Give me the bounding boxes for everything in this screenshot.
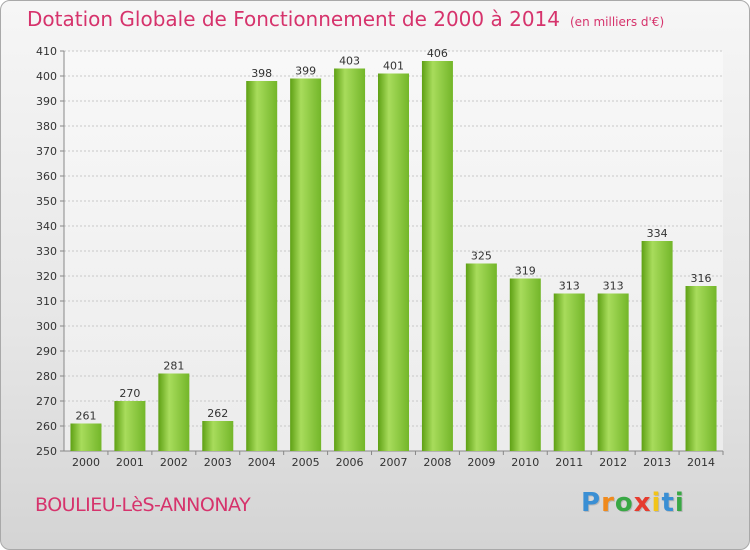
logo-letter: o: [614, 488, 634, 518]
y-tick-label: 270: [36, 395, 57, 408]
logo-letter: i: [651, 488, 662, 518]
data-label: 401: [383, 60, 404, 73]
logo-letter: t: [661, 488, 675, 518]
x-tick-label: 2012: [599, 456, 627, 469]
x-tick-label: 2008: [423, 456, 451, 469]
x-tick-label: 2010: [511, 456, 539, 469]
y-tick-label: 380: [36, 120, 57, 133]
proxiti-logo[interactable]: Proxiti: [581, 488, 685, 518]
data-label: 313: [559, 280, 580, 293]
y-tick-label: 300: [36, 320, 57, 333]
x-tick-label: 2004: [248, 456, 276, 469]
bar: [202, 421, 234, 451]
chart-title-text: Dotation Globale de Fonctionnement de 20…: [27, 7, 560, 31]
logo-letter: r: [601, 488, 615, 518]
data-label: 261: [75, 410, 96, 423]
bar: [421, 61, 453, 451]
data-label: 270: [119, 387, 140, 400]
data-label: 334: [647, 227, 668, 240]
data-label: 313: [603, 280, 624, 293]
y-tick-label: 250: [36, 445, 57, 458]
y-tick-label: 410: [36, 45, 57, 58]
x-tick-label: 2007: [380, 456, 408, 469]
x-tick-label: 2011: [555, 456, 583, 469]
y-tick-label: 400: [36, 70, 57, 83]
y-tick-label: 370: [36, 145, 57, 158]
x-tick-label: 2000: [72, 456, 100, 469]
data-label: 398: [251, 67, 272, 80]
bar: [158, 373, 190, 451]
logo-letter: P: [581, 488, 602, 518]
logo-letter: i: [674, 488, 685, 518]
y-tick-label: 310: [36, 295, 57, 308]
x-tick-label: 2005: [292, 456, 320, 469]
bar: [685, 286, 717, 451]
bar: [465, 263, 497, 451]
data-label: 316: [691, 272, 712, 285]
data-label: 399: [295, 65, 316, 78]
data-label: 262: [207, 407, 228, 420]
chart-title: Dotation Globale de Fonctionnement de 20…: [27, 7, 664, 31]
data-label: 325: [471, 250, 492, 263]
x-tick-label: 2006: [336, 456, 364, 469]
bar: [114, 401, 146, 451]
bar: [70, 423, 102, 451]
bar: [290, 78, 322, 451]
x-tick-label: 2002: [160, 456, 188, 469]
y-tick-label: 390: [36, 95, 57, 108]
bar: [509, 278, 541, 451]
x-tick-label: 2013: [643, 456, 671, 469]
y-tick-label: 360: [36, 170, 57, 183]
x-tick-label: 2003: [204, 456, 232, 469]
data-label: 319: [515, 265, 536, 278]
y-tick-label: 260: [36, 420, 57, 433]
logo-letter: x: [633, 488, 652, 518]
x-tick-label: 2014: [687, 456, 715, 469]
bar: [597, 293, 629, 451]
data-label: 406: [427, 47, 448, 60]
bar: [553, 293, 585, 451]
y-tick-label: 280: [36, 370, 57, 383]
x-tick-label: 2009: [467, 456, 495, 469]
y-tick-label: 320: [36, 270, 57, 283]
x-tick-label: 2001: [116, 456, 144, 469]
y-tick-label: 330: [36, 245, 57, 258]
bar: [378, 73, 409, 451]
chart-subtitle: (en milliers d'€): [570, 15, 665, 29]
bar: [246, 81, 278, 451]
data-label: 403: [339, 55, 360, 68]
commune-name: BOULIEU-LèS-ANNONAY: [35, 494, 251, 516]
y-tick-label: 290: [36, 345, 57, 358]
y-tick-label: 340: [36, 220, 57, 233]
bar: [641, 241, 673, 451]
bar: [334, 68, 366, 451]
data-label: 281: [163, 360, 184, 373]
y-tick-label: 350: [36, 195, 57, 208]
